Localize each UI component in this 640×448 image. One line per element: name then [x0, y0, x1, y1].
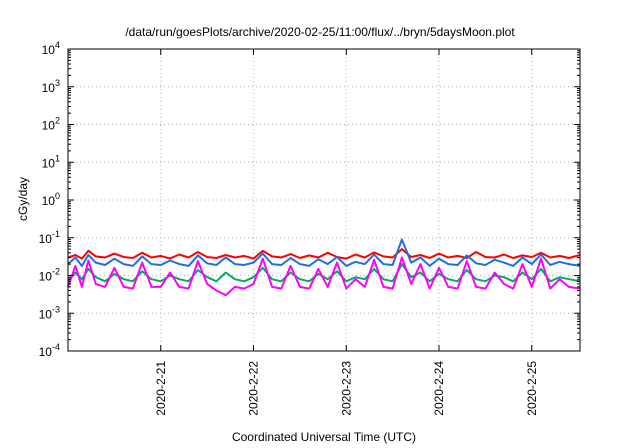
y-tick-exponent: -2 — [52, 267, 60, 277]
y-tick-exponent: -4 — [52, 342, 60, 352]
y-axis-label: cGy/day — [16, 177, 30, 221]
y-tick-label: 10-2 — [39, 267, 60, 284]
grid-lines — [68, 49, 580, 351]
y-tick-exponent: 3 — [55, 78, 60, 88]
y-tick-label: 10-4 — [39, 342, 60, 359]
y-tick-exponent: -3 — [52, 304, 60, 314]
series-group — [67, 238, 581, 297]
y-tick-label: 104 — [42, 40, 60, 57]
y-tick-label: 10-1 — [39, 229, 60, 246]
axis-ticks: 10-410-310-210-11001011021031042020-2-21… — [39, 40, 580, 416]
series-line-3 — [67, 238, 581, 267]
y-tick-exponent: 1 — [55, 153, 60, 163]
series-line-4 — [67, 256, 581, 297]
y-tick-label: 10-3 — [39, 304, 60, 321]
chart-title: /data/run/goesPlots/archive/2020-02-25/1… — [125, 25, 515, 39]
series-line-1 — [67, 248, 581, 260]
y-tick-exponent: -1 — [52, 229, 60, 239]
x-tick-label: 2020-2-25 — [525, 361, 539, 416]
y-tick-exponent: 4 — [55, 40, 60, 50]
y-tick-label: 103 — [42, 78, 60, 95]
y-tick-label: 100 — [42, 191, 60, 208]
y-tick-label: 101 — [42, 153, 60, 170]
y-tick-exponent: 0 — [55, 191, 60, 201]
y-tick-label: 102 — [42, 116, 60, 133]
y-tick-exponent: 2 — [55, 116, 60, 126]
x-tick-label: 2020-2-21 — [154, 361, 168, 416]
x-tick-label: 2020-2-22 — [247, 361, 261, 416]
x-tick-label: 2020-2-23 — [339, 361, 353, 416]
x-tick-label: 2020-2-24 — [432, 361, 446, 416]
x-axis-label: Coordinated Universal Time (UTC) — [232, 430, 416, 444]
